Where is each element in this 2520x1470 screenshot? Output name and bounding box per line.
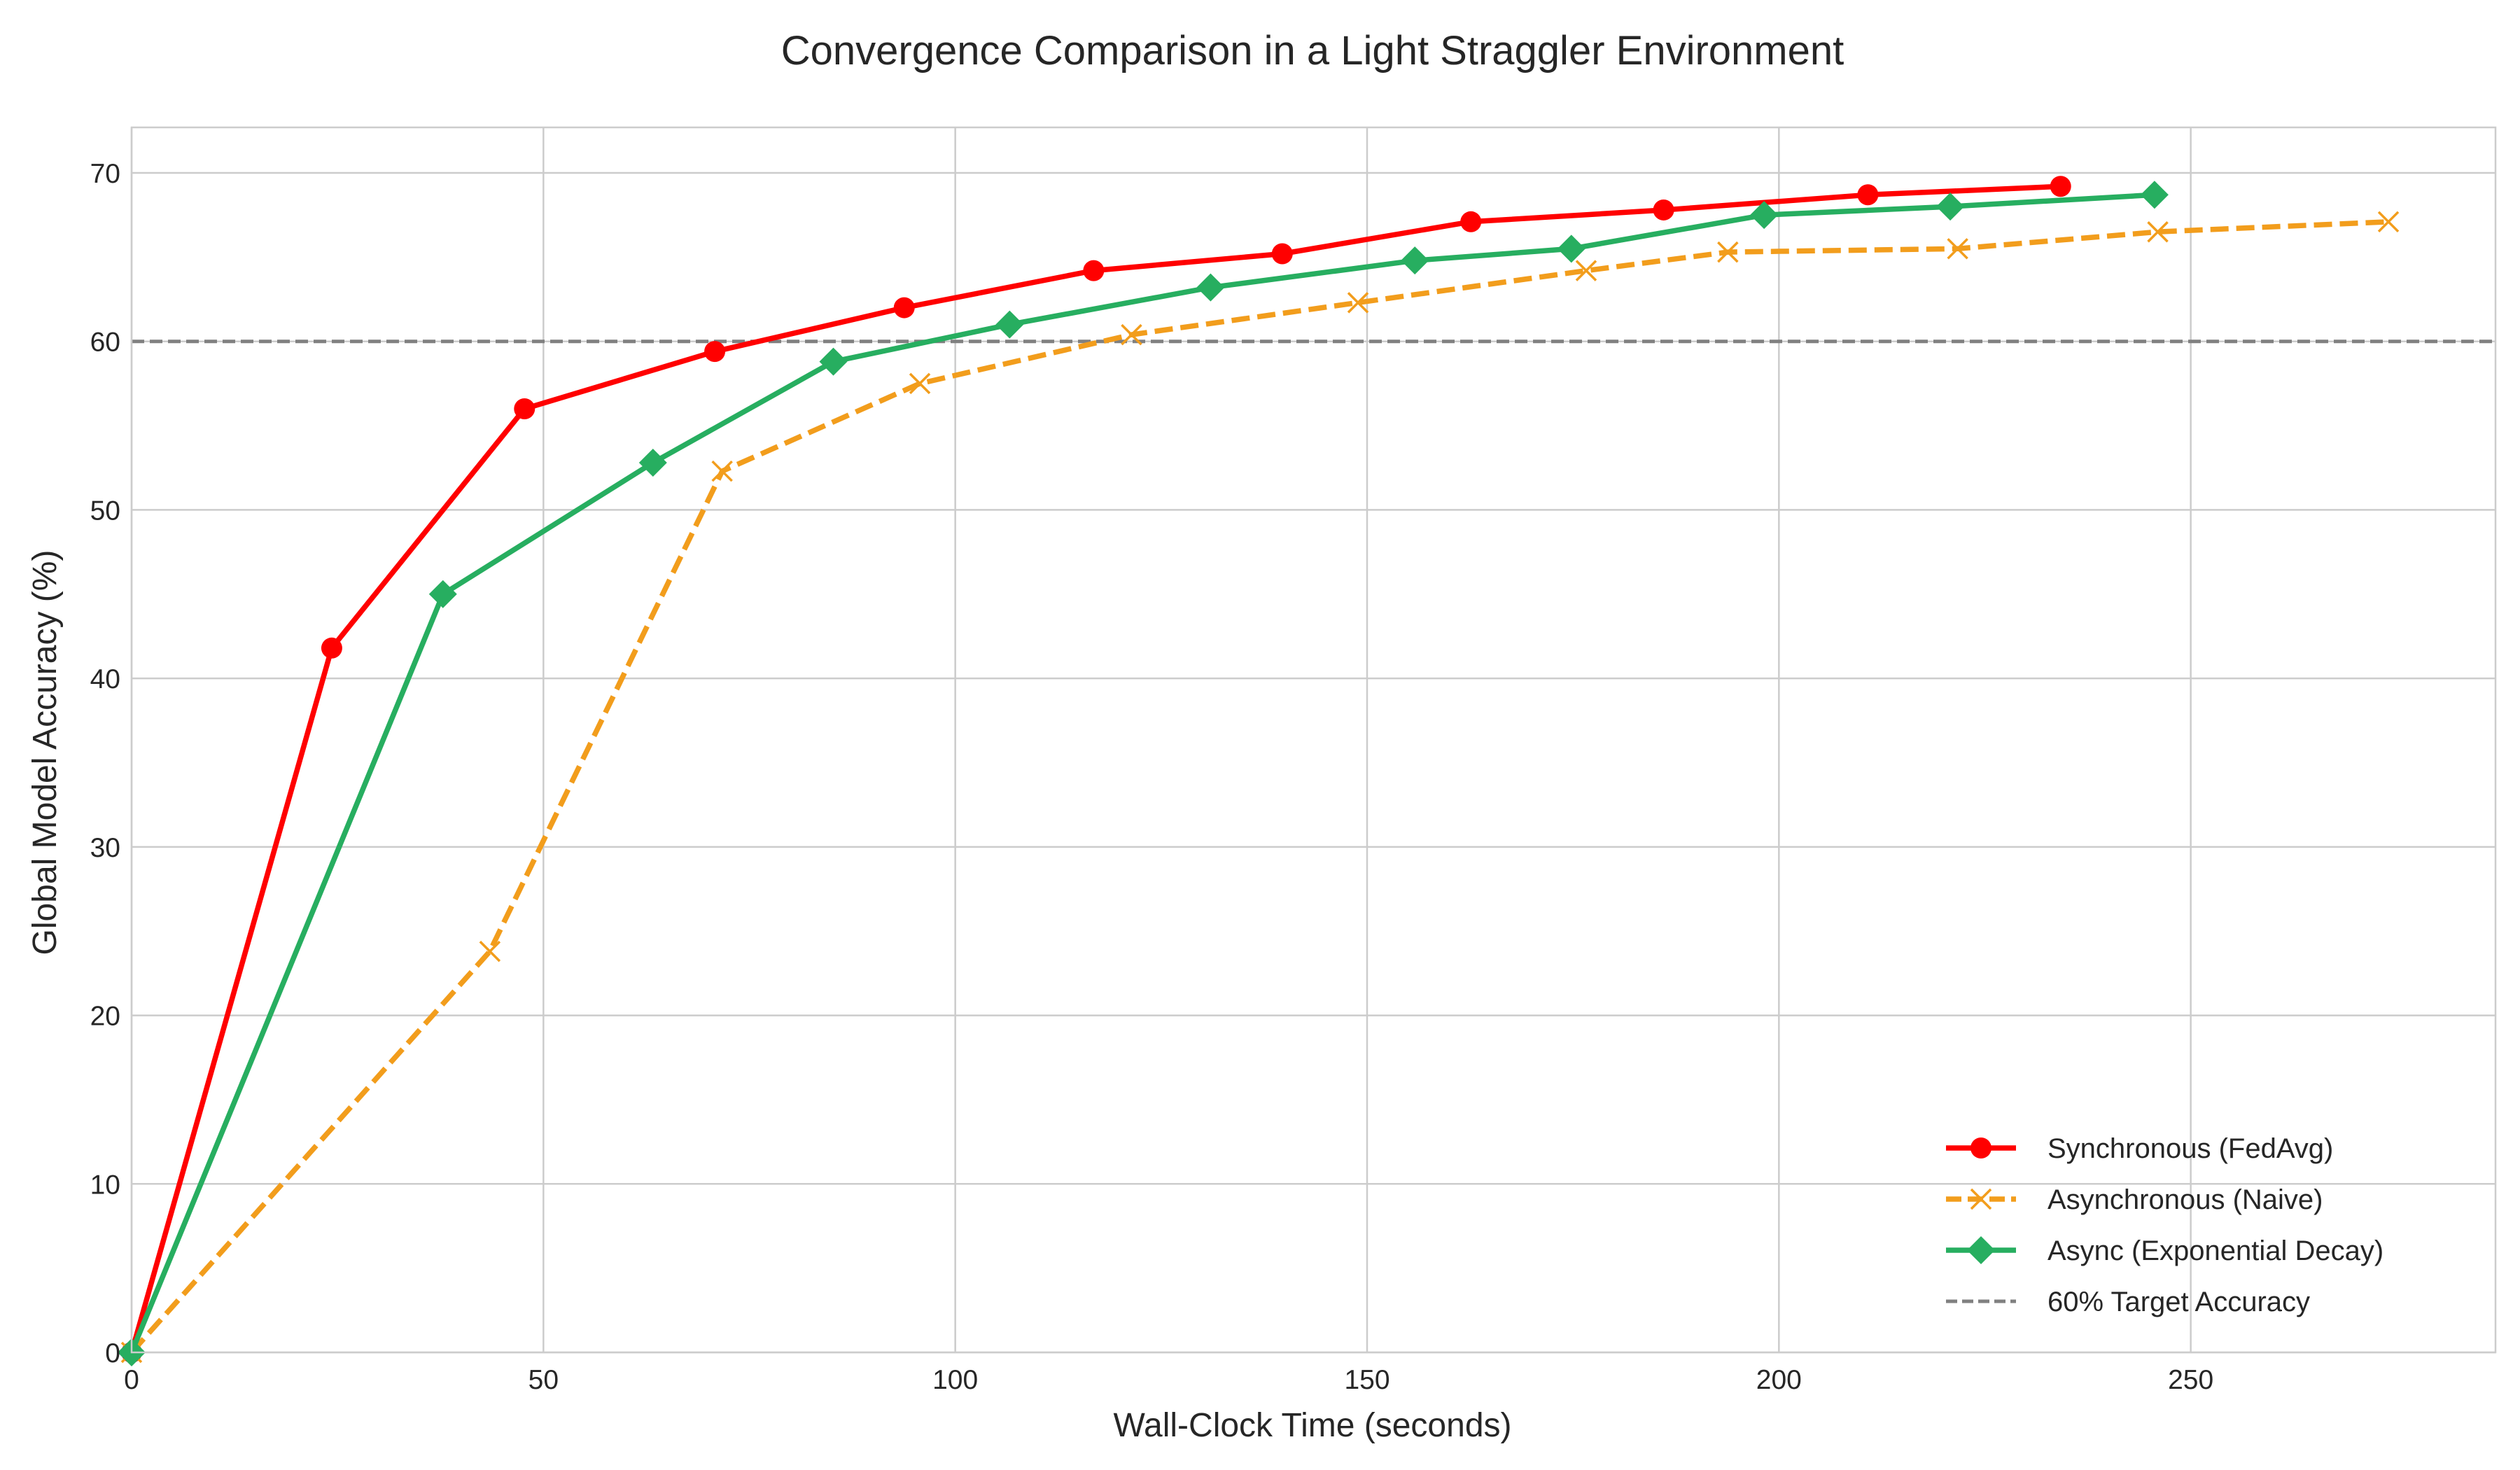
- data-point-circle: [704, 341, 726, 363]
- y-tick-label: 50: [90, 496, 120, 526]
- data-point-circle: [1271, 243, 1293, 265]
- y-tick-label: 20: [90, 1002, 120, 1032]
- data-point-diamond: [1936, 192, 1965, 221]
- x-axis-label: Wall-Clock Time (seconds): [1114, 1407, 1512, 1444]
- data-point-x: [909, 372, 931, 395]
- legend-entry: 60% Target Accuracy: [1946, 1287, 2310, 1317]
- data-point-circle: [1970, 1138, 1991, 1158]
- legend: Synchronous (FedAvg) Asynchronous (Naive)…: [1946, 1133, 2384, 1317]
- data-point-x: [711, 460, 733, 482]
- data-point-diamond: [638, 449, 667, 477]
- data-point-x: [1347, 292, 1369, 314]
- series-2: [118, 181, 2169, 1366]
- y-tick-label: 60: [90, 328, 120, 358]
- data-point-x: [1970, 1188, 1992, 1210]
- data-point-circle: [514, 398, 536, 419]
- data-point-diamond: [995, 310, 1024, 339]
- x-tick-label: 50: [528, 1365, 559, 1395]
- data-point-diamond: [1557, 234, 1586, 263]
- legend-label: 60% Target Accuracy: [2047, 1287, 2310, 1317]
- data-point-diamond: [1401, 246, 1429, 275]
- data-point-circle: [1653, 199, 1674, 220]
- data-point-diamond: [1196, 273, 1225, 302]
- data-point-circle: [1460, 211, 1482, 232]
- data-point-x: [1947, 238, 1968, 260]
- series-0: [121, 176, 2071, 1363]
- y-tick-label: 10: [90, 1170, 120, 1200]
- data-point-x: [2377, 211, 2400, 233]
- legend-label: Asynchronous (Naive): [2047, 1184, 2323, 1215]
- y-tick-label: 40: [90, 664, 120, 694]
- x-tick-label: 100: [932, 1365, 978, 1395]
- tick-labels: 0 50 100 150 200 250 0 10 20 30 40 50 60 70: [90, 159, 2214, 1395]
- chart-title: Convergence Comparison in a Light Stragg…: [781, 28, 1844, 74]
- data-point-x: [1575, 260, 1597, 281]
- data-point-diamond: [428, 580, 457, 608]
- data-point-diamond: [2140, 181, 2169, 209]
- data-point-circle: [321, 637, 342, 659]
- data-point-circle: [1083, 260, 1105, 281]
- data-point-circle: [1857, 184, 1879, 206]
- legend-entry: Synchronous (FedAvg): [1946, 1133, 2333, 1164]
- data-point-diamond: [1750, 201, 1779, 230]
- y-axis-label: Global Model Accuracy (%): [27, 550, 64, 955]
- series-layer: [118, 176, 2400, 1366]
- legend-label: Async (Exponential Decay): [2047, 1236, 2384, 1266]
- data-point-x: [479, 940, 501, 962]
- x-tick-label: 150: [1344, 1365, 1390, 1395]
- x-tick-label: 200: [1756, 1365, 1802, 1395]
- data-point-diamond: [819, 347, 848, 376]
- legend-label: Synchronous (FedAvg): [2047, 1133, 2333, 1164]
- legend-entry: Asynchronous (Naive): [1946, 1184, 2323, 1215]
- y-tick-label: 0: [105, 1338, 120, 1368]
- data-point-x: [1121, 323, 1142, 346]
- x-tick-label: 250: [2168, 1365, 2213, 1395]
- legend-entry: Async (Exponential Decay): [1946, 1236, 2384, 1266]
- data-point-circle: [2050, 176, 2071, 197]
- y-tick-label: 30: [90, 833, 120, 863]
- data-point-diamond: [1967, 1236, 1995, 1264]
- x-tick-label: 0: [124, 1365, 139, 1395]
- plot-frame: [130, 126, 2497, 1354]
- data-point-x: [2147, 221, 2169, 243]
- data-point-circle: [893, 297, 915, 318]
- series-line: [130, 219, 2389, 1354]
- data-point-x: [1717, 241, 1739, 263]
- y-tick-label: 70: [90, 159, 120, 189]
